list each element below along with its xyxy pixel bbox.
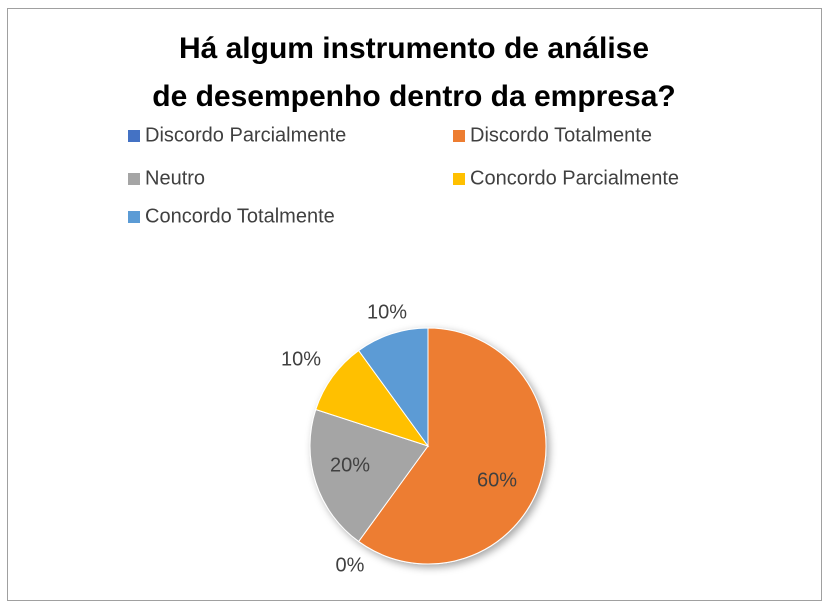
legend-swatch <box>128 173 140 185</box>
legend-label: Neutro <box>145 167 205 189</box>
legend-swatch <box>128 211 140 223</box>
legend-swatch <box>128 130 140 142</box>
pie-slice <box>357 327 429 448</box>
legend-label: Concordo Totalmente <box>145 205 335 227</box>
data-label: 10% <box>367 301 407 323</box>
pie <box>309 327 547 565</box>
data-label: 20% <box>330 454 370 476</box>
legend-swatch <box>453 173 465 185</box>
data-label: 60% <box>477 469 517 491</box>
pie-slice <box>309 408 429 543</box>
legend-swatch <box>453 130 465 142</box>
data-label: 10% <box>281 348 321 370</box>
legend-label: Discordo Parcialmente <box>145 124 346 146</box>
chart-title: Há algum instrumento de análise de desemp… <box>152 32 675 113</box>
pie-slice <box>357 327 547 565</box>
pie-slice <box>315 349 430 447</box>
legend-label: Discordo Totalmente <box>470 124 652 146</box>
data-label: 0% <box>336 554 365 576</box>
legend-label: Concordo Parcialmente <box>470 167 679 189</box>
